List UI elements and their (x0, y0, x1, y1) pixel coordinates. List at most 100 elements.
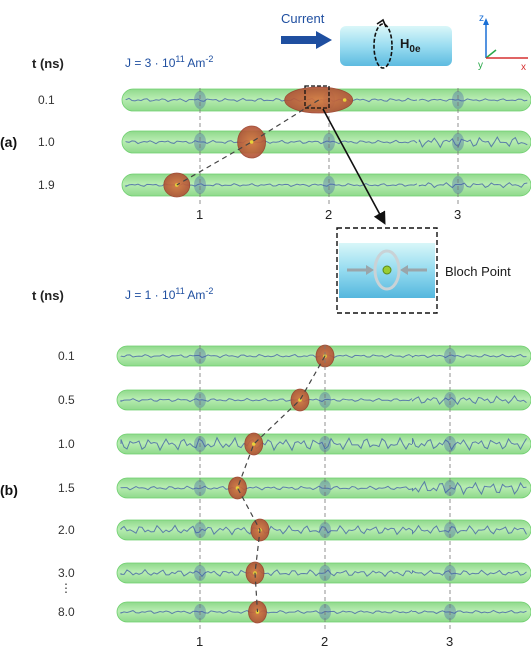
rotation-arrow-icon (376, 18, 387, 28)
panel-b-spin-texture-left (120, 353, 413, 359)
field-label-main: H (400, 36, 409, 51)
panel-a-position-tick: 1 (196, 207, 203, 222)
bloch-point-label: Bloch Point (445, 264, 511, 279)
bloch-point-inset (336, 227, 438, 314)
panel-b-spin-texture-right (412, 609, 527, 615)
panel-a-pinning-site (323, 176, 335, 194)
panel-a-rows: 0.1 1.0 1.9 (38, 86, 531, 198)
panel-b-row-time: 1.5 (58, 481, 75, 495)
panel-b-spin-texture-left (120, 397, 413, 403)
panel-b-spin-texture-right (412, 480, 527, 496)
current-arrow (281, 31, 332, 49)
field-label-sub: 0e (409, 44, 421, 55)
panel-b-row-time: 2.0 (58, 523, 75, 537)
panel-b-spin-texture-right (412, 394, 527, 406)
panel-a-nanowire (121, 173, 531, 197)
panel-b-rows: 0.1 0.5 1.0 1.5 2.0 3.0 8.0 (58, 344, 531, 624)
panel-b-spin-texture-right (412, 524, 527, 535)
panel-a-spin-texture-right (418, 98, 528, 102)
panel-b-spin-texture-left (120, 436, 413, 452)
panel-a-pinning-site (323, 133, 335, 151)
panel-b-trajectory-line (236, 355, 326, 613)
panel-a-row-3: 1.9 (38, 172, 531, 198)
panel-a-bloch-point-marker (342, 98, 347, 102)
panel-b-row-4: 1.5 (58, 476, 531, 500)
panel-a-spin-texture-left (125, 139, 418, 145)
panel-b-row-2: 0.5 (58, 388, 531, 412)
panel-b-row-5: 2.0 (58, 518, 531, 542)
panel-a-position-tick: 3 (454, 207, 461, 222)
panel-a-spin-texture-right (418, 136, 528, 149)
panel-a-wall-trajectory (176, 99, 320, 186)
panel-a-bloch-point-marker (249, 140, 254, 144)
x-axis-label: x (521, 62, 526, 73)
panel-a-trajectory-line (176, 99, 320, 186)
panel-b-row-7: 8.0 (58, 600, 531, 624)
panel-b-position-ticks: 1 2 3 (196, 345, 453, 649)
panel-a-position-tick: 2 (325, 207, 332, 222)
inset-left-arrowhead-icon (366, 265, 374, 275)
field-label: H0e (400, 36, 421, 55)
panel-a-time-header: t (ns) (32, 56, 64, 71)
panel-b-row-3: 1.0 (58, 432, 531, 456)
panel-b-row-time: 1.0 (58, 437, 75, 451)
panel-b-nanowire (116, 433, 531, 455)
panel-b-spin-texture-right (412, 353, 527, 359)
panel-a-row-time: 1.0 (38, 135, 55, 149)
z-axis-label: z (479, 13, 484, 24)
inset-right-arrowhead-icon (400, 265, 408, 275)
panel-b-nanowire (116, 519, 531, 541)
coordinate-axes: z y x (478, 13, 528, 73)
panel-b-bloch-point-marker (251, 442, 256, 446)
panel-b-pinning-site (444, 392, 456, 408)
y-axis-line (485, 49, 497, 59)
panel-a-pinning-site (452, 176, 464, 194)
panel-b-spin-texture-left (120, 568, 413, 578)
current-schematic: Current H0e (281, 11, 452, 69)
panel-a-pinning-site (194, 176, 206, 194)
panel-b-spin-texture-left (120, 485, 413, 491)
panel-a-current-density: J = 3 · 1011 Am-2 (125, 54, 213, 70)
panel-a-row-time: 1.9 (38, 178, 55, 192)
panel-a-pinning-site (194, 133, 206, 151)
panel-b-row-time: 8.0 (58, 605, 75, 619)
panel-b-position-tick: 2 (321, 634, 328, 649)
panel-a-row-time: 0.1 (38, 93, 55, 107)
panel-a-label: (a) (0, 134, 17, 150)
field-rotation-loop (373, 23, 393, 69)
current-label: Current (281, 11, 325, 26)
panel-a-nanowire (121, 130, 531, 154)
panel-a-row-2: 1.0 (38, 125, 531, 159)
panel-b-row-time: 0.5 (58, 393, 75, 407)
panel-a-spin-texture-left (125, 97, 418, 103)
panel-b-spin-texture-right (412, 437, 527, 451)
panel-b-pinning-site (194, 392, 206, 408)
panel-a-pinning-site (452, 91, 464, 109)
panel-b-ellipsis: ⋮ (60, 581, 72, 595)
panel-b-row-6: 3.0 (58, 561, 531, 585)
panel-b-row-time: 0.1 (58, 349, 75, 363)
zoom-callout (304, 85, 386, 225)
panel-b-position-tick: 3 (446, 634, 453, 649)
zoom-box (304, 85, 330, 109)
panel-b-position-tick: 1 (196, 634, 203, 649)
panel-b-time-header: t (ns) (32, 288, 64, 303)
panel-a-pinning-site (452, 133, 464, 151)
panel-a-position-ticks: 1 2 3 (196, 88, 461, 222)
bloch-point-dot-icon (382, 265, 392, 275)
panel-b-current-density: J = 1 · 1011 Am-2 (125, 286, 213, 302)
zoom-arrow (322, 108, 386, 225)
inset-swirl-icon (373, 249, 401, 291)
field-cylinder (340, 26, 452, 66)
panel-b-wall-trajectory (236, 355, 326, 613)
panel-a-row-1: 0.1 (38, 86, 531, 114)
panel-a-pinning-site (194, 91, 206, 109)
panel-b-row-time: 3.0 (58, 566, 75, 580)
panel-b-row-1: 0.1 (58, 344, 531, 368)
panel-b-pinning-site (319, 392, 331, 408)
panel-a-spin-texture-right (418, 182, 528, 189)
panel-b-label: (b) (0, 482, 18, 498)
z-axis-arrow-icon (483, 18, 489, 25)
